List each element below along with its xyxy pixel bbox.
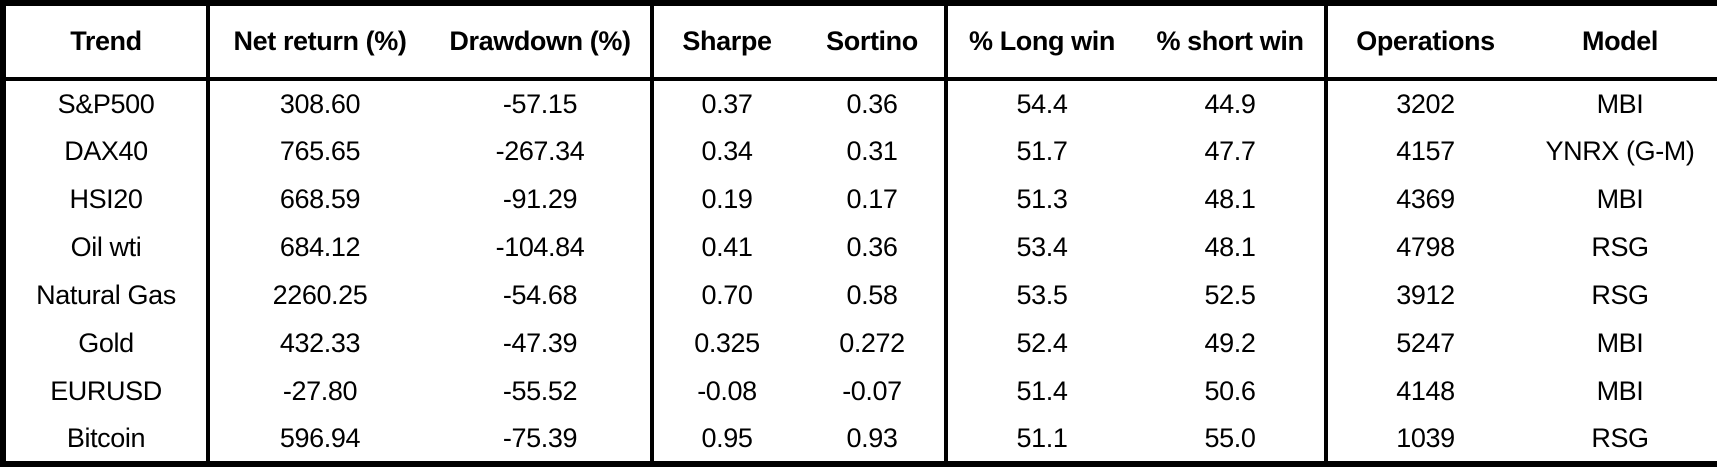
table-cell: 668.59 [206,175,430,224]
table-cell: 54.4 [944,79,1136,128]
table-row-bitcoin: Bitcoin 596.94 -75.39 0.95 0.93 51.1 55.0 1039 R… [3,415,1717,464]
row-label: Gold [78,328,134,359]
table-cell: 48.1 [1204,183,1256,214]
row-label: EURUSD [50,376,162,407]
table-header: Trend Net return (%) Drawdown (%) Sharpe Sor… [3,3,1717,81]
table-cell: 51.7 [944,127,1136,176]
table-cell: 0.34 [650,127,800,176]
table-row-gold: Gold 432.33 -47.39 0.325 0.272 52.4 49.2 5247 MB… [3,319,1717,368]
column-header-operations: Operations [1324,3,1523,81]
column-header-short-win: % short win [1136,3,1326,81]
table-cell: RSG [1591,422,1649,453]
table-cell: YNRX (G-M) [1545,135,1695,166]
table-cell: 0.31 [846,135,898,166]
column-header-sharpe: Sharpe [650,3,800,81]
table-cell: RSG [1591,280,1649,311]
table-cell: 684.12 [206,223,430,272]
column-header-net-return: Net return (%) [206,3,430,81]
row-label: Bitcoin [66,422,146,453]
column-header-model: Model [1523,3,1717,81]
table-cell: 48.1 [1204,231,1256,262]
row-label: S&P500 [57,88,155,119]
table-cell: -0.08 [650,367,800,416]
table-cell: 50.6 [1204,376,1256,407]
column-header-sortino: Sortino [800,3,946,81]
table-cell: -54.68 [502,280,578,311]
column-header-long-win: % Long win [944,3,1136,81]
table-cell: -267.34 [495,135,585,166]
table-cell: 4798 [1324,223,1523,272]
table-cell: 0.58 [846,280,898,311]
table-cell: 49.2 [1204,328,1256,359]
table-cell: RSG [1591,231,1649,262]
table-cell: -75.39 [502,422,578,453]
row-label: HSI20 [69,183,143,214]
table-cell: 51.1 [944,415,1136,464]
column-header-drawdown: Drawdown (%) [430,3,652,81]
table-cell: -55.52 [502,376,578,407]
table-cell: MBI [1596,328,1644,359]
table-cell: 3912 [1324,271,1523,320]
table-row-oil-wti: Oil wti 684.12 -104.84 0.41 0.36 53.4 48.1 4798… [3,223,1717,272]
table-cell: -27.80 [206,367,430,416]
table-cell: 53.5 [944,271,1136,320]
table-cell: 432.33 [206,319,430,368]
table-cell: 0.36 [846,88,898,119]
header-row: Trend Net return (%) Drawdown (%) Sharpe Sor… [3,3,1717,81]
table-cell: 1039 [1324,415,1523,464]
table-row-dax40: DAX40 765.65 -267.34 0.34 0.31 51.7 47.7 4157 YN… [3,127,1717,176]
table-cell: 0.37 [650,79,800,128]
table-cell: 52.5 [1204,280,1256,311]
table-row-eurusd: EURUSD -27.80 -55.52 -0.08 -0.07 51.4 50.6 4148… [3,367,1717,416]
table-cell: 4369 [1324,175,1523,224]
row-label: DAX40 [64,135,148,166]
table-cell: 0.41 [650,223,800,272]
table-cell: -57.15 [502,88,578,119]
table-cell: 0.93 [846,422,898,453]
table-cell: 596.94 [206,415,430,464]
table-cell: 308.60 [206,79,430,128]
table-cell: 765.65 [206,127,430,176]
table-cell: MBI [1596,376,1644,407]
table-cell: 55.0 [1204,422,1256,453]
table-cell: MBI [1596,88,1644,119]
table-cell: -47.39 [502,328,578,359]
table-cell: 51.3 [944,175,1136,224]
table-body: S&P500 308.60 -57.15 0.37 0.36 54.4 44.9 3202 MB… [3,79,1717,464]
table-cell: -0.07 [842,376,902,407]
table-cell: MBI [1596,183,1644,214]
table-cell: 4157 [1324,127,1523,176]
table-cell: 51.4 [944,367,1136,416]
column-header-trend: Trend [3,3,208,81]
table-cell: 44.9 [1204,88,1256,119]
table-cell: 0.272 [839,328,905,359]
table-cell: 4148 [1324,367,1523,416]
table-row-s-p500: S&P500 308.60 -57.15 0.37 0.36 54.4 44.9 3202 MB… [3,79,1717,128]
table-cell: 5247 [1324,319,1523,368]
table-cell: 0.70 [650,271,800,320]
table-cell: 47.7 [1204,135,1256,166]
table-cell: 0.95 [650,415,800,464]
table-cell: 0.36 [846,231,898,262]
table-cell: -91.29 [502,183,578,214]
table-cell: 2260.25 [206,271,430,320]
table-cell: -104.84 [495,231,585,262]
row-label: Oil wti [70,231,142,262]
table-cell: 52.4 [944,319,1136,368]
table-row-natural-gas: Natural Gas 2260.25 -54.68 0.70 0.58 53.5 52.5… [3,271,1717,320]
table-cell: 3202 [1324,79,1523,128]
table-cell: 0.325 [650,319,800,368]
table-cell: 0.17 [846,183,898,214]
table-row-hsi20: HSI20 668.59 -91.29 0.19 0.17 51.3 48.1 4369 MBI [3,175,1717,224]
row-label: Natural Gas [36,280,176,311]
table-cell: 53.4 [944,223,1136,272]
table-cell: 0.19 [650,175,800,224]
